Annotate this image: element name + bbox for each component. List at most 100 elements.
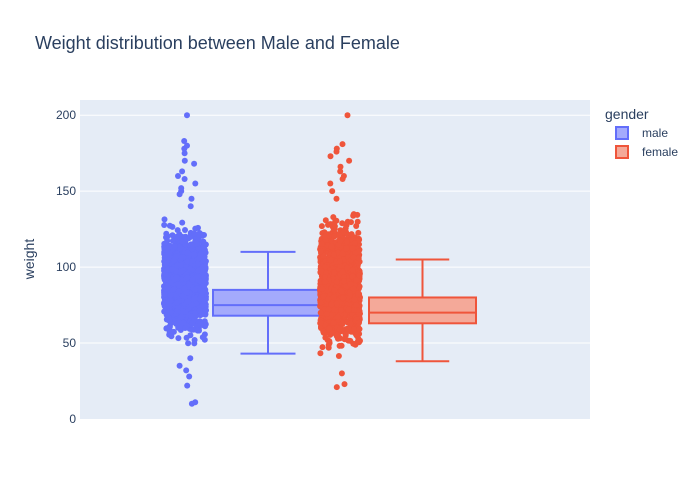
- outlier-point: [192, 180, 199, 187]
- data-point: [182, 227, 188, 233]
- data-point: [184, 274, 191, 281]
- chart-title: Weight distribution between Male and Fem…: [35, 33, 400, 53]
- data-point: [162, 291, 168, 298]
- data-point: [351, 306, 358, 313]
- data-point: [355, 260, 362, 266]
- data-point: [175, 335, 182, 342]
- data-point: [199, 302, 206, 309]
- data-point: [322, 278, 329, 285]
- legend-swatch-female: [615, 145, 629, 159]
- data-point: [333, 300, 340, 307]
- data-point: [345, 326, 352, 333]
- data-point: [189, 276, 196, 283]
- data-point: [169, 266, 175, 273]
- data-point: [350, 340, 357, 347]
- data-point: [351, 296, 358, 303]
- data-point: [333, 331, 340, 338]
- points-female: [317, 112, 363, 391]
- data-point: [322, 233, 328, 240]
- data-point: [339, 269, 346, 276]
- data-point: [326, 325, 333, 332]
- data-point: [191, 295, 198, 302]
- outlier-point: [333, 145, 340, 152]
- data-point: [334, 313, 341, 320]
- data-point: [341, 278, 347, 285]
- data-point: [197, 278, 204, 285]
- legend-title: gender: [605, 106, 649, 122]
- outlier-point: [337, 163, 344, 170]
- data-point: [355, 326, 362, 333]
- outlier-point: [333, 195, 340, 202]
- data-point: [322, 217, 329, 224]
- data-point: [170, 257, 177, 264]
- data-point: [177, 245, 184, 252]
- data-point: [163, 260, 170, 267]
- outlier-point: [187, 355, 194, 362]
- points-male: [161, 112, 209, 407]
- data-point: [186, 281, 192, 288]
- data-point: [191, 286, 198, 293]
- data-point: [353, 277, 360, 284]
- data-point: [202, 307, 209, 314]
- data-point: [179, 219, 186, 226]
- data-point: [186, 234, 193, 241]
- data-point: [350, 212, 357, 219]
- data-point: [322, 264, 329, 270]
- outlier-point: [329, 188, 336, 195]
- data-point: [165, 251, 172, 257]
- data-point: [340, 295, 347, 301]
- legend-label-male: male: [642, 126, 668, 140]
- data-point: [191, 340, 198, 347]
- outlier-point: [337, 168, 344, 175]
- data-point: [341, 336, 348, 343]
- y-tick-labels: 0 50 100 150 200: [56, 108, 76, 426]
- outlier-point: [176, 362, 183, 369]
- outlier-point: [339, 141, 346, 148]
- data-point: [188, 242, 195, 249]
- data-point: [163, 312, 170, 318]
- data-point: [200, 288, 206, 295]
- data-point: [189, 258, 196, 264]
- outlier-point: [183, 367, 190, 374]
- data-point: [349, 273, 356, 280]
- outlier-point: [175, 173, 181, 179]
- data-point: [195, 267, 202, 274]
- data-point: [355, 290, 362, 297]
- data-point: [184, 258, 191, 265]
- data-point: [177, 262, 184, 269]
- data-point: [184, 289, 190, 296]
- outlier-point: [184, 112, 190, 119]
- legend: gender male female: [605, 106, 678, 159]
- data-point: [184, 249, 191, 256]
- data-point: [318, 268, 324, 275]
- outlier-point: [184, 142, 190, 149]
- data-point: [351, 326, 357, 333]
- data-point: [175, 281, 182, 288]
- data-point: [196, 307, 203, 314]
- data-point: [330, 294, 337, 301]
- data-point: [318, 240, 325, 247]
- outlier-point: [333, 384, 340, 391]
- outlier-point: [341, 381, 348, 388]
- data-point: [325, 344, 332, 351]
- outlier-point: [187, 203, 194, 210]
- data-point: [338, 342, 345, 349]
- data-point: [180, 308, 187, 315]
- data-point: [331, 269, 338, 276]
- outlier-point: [181, 138, 188, 144]
- data-point: [195, 245, 202, 252]
- data-point: [317, 299, 324, 306]
- data-point: [171, 276, 178, 283]
- data-point: [331, 306, 338, 313]
- data-point: [335, 353, 342, 359]
- y-tick-label: 50: [63, 336, 77, 350]
- series-female: [317, 112, 477, 391]
- data-point: [201, 297, 208, 304]
- data-point: [343, 245, 350, 252]
- data-point: [352, 250, 359, 256]
- y-tick-label: 0: [69, 412, 76, 426]
- data-point: [173, 233, 180, 240]
- data-point: [356, 272, 363, 279]
- data-point: [356, 319, 362, 326]
